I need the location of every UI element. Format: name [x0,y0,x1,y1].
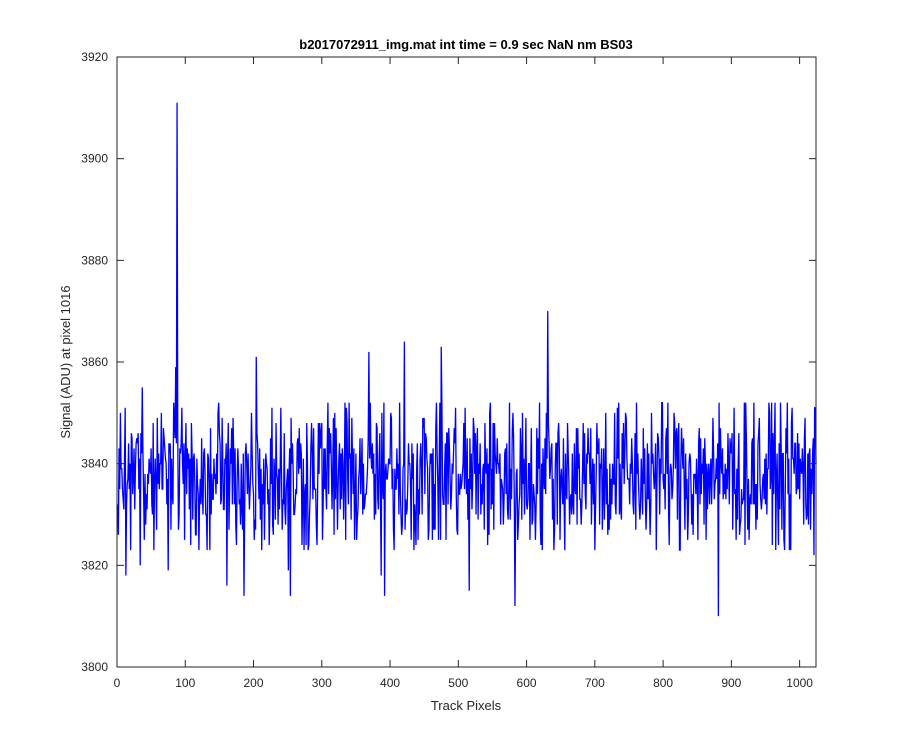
x-tick-label: 500 [448,676,468,690]
y-axis-label: Signal (ADU) at pixel 1016 [58,285,73,438]
y-tick-label: 3840 [81,457,108,471]
x-tick-label: 400 [380,676,400,690]
x-tick-label: 700 [585,676,605,690]
x-tick-label: 800 [653,676,673,690]
series-line [117,102,817,617]
data-layer [117,102,817,617]
chart-title: b2017072911_img.mat int time = 0.9 sec N… [299,37,632,52]
y-tick-label: 3920 [81,50,108,64]
axes-layer: 0 100 200 300 400 500 600 700 800 900 1000 3800 3820… [81,50,817,690]
y-tick-label: 3860 [81,355,108,369]
x-tick-label: 100 [175,676,195,690]
y-tick-label: 3800 [81,660,108,674]
y-tick-label: 3820 [81,558,108,572]
x-tick-label: 900 [721,676,741,690]
x-tick-label: 600 [517,676,537,690]
x-axis-label: Track Pixels [431,698,502,713]
y-tick-label: 3880 [81,253,108,267]
plot-area-background [117,57,816,667]
x-tick-label: 200 [244,676,264,690]
y-tick-label: 3900 [81,152,108,166]
x-tick-label: 300 [312,676,332,690]
x-tick-label: 1000 [786,676,813,690]
x-tick-label: 0 [114,676,121,690]
